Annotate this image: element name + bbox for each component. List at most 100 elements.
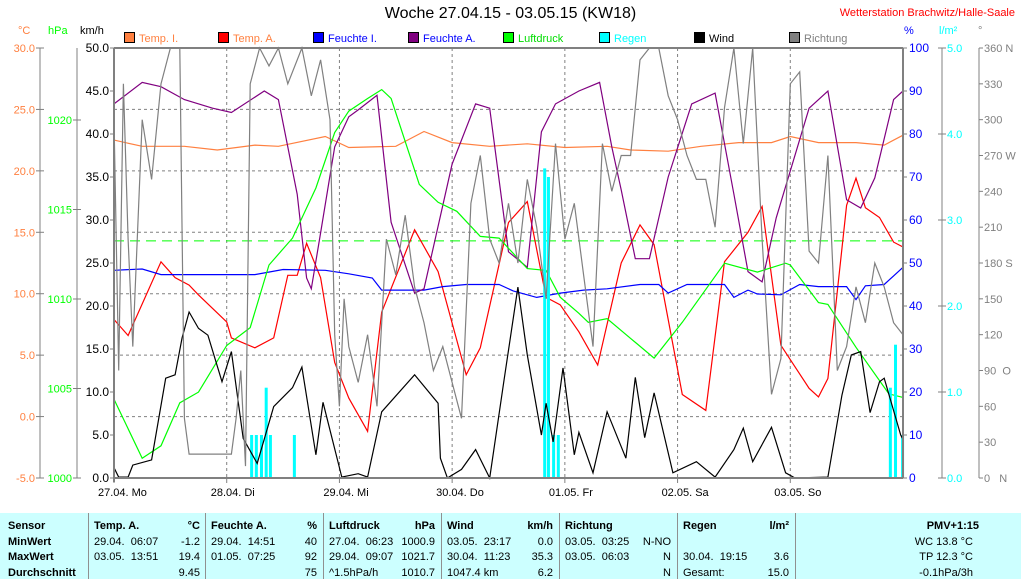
sensor-header: Sensor xyxy=(8,520,46,532)
column-separator xyxy=(677,513,678,579)
rain-bar xyxy=(556,435,560,478)
cell-value: 0.0 xyxy=(537,536,553,548)
pressure-tick-label: 1010 xyxy=(48,294,72,306)
unit-pressure: hPa xyxy=(48,25,68,37)
column-unit: km/h xyxy=(527,520,553,532)
rain-tick-label: 0.0 xyxy=(947,473,962,485)
rain-bar xyxy=(888,387,892,478)
direction-tick-label: 0 N xyxy=(984,473,1007,485)
humidity-tick-label: 10 xyxy=(909,428,923,442)
rain-bar xyxy=(254,435,258,478)
unit-temp: °C xyxy=(18,25,31,37)
rain-bar xyxy=(292,435,296,478)
unit-humidity: % xyxy=(904,25,914,37)
rain-tick-label: 2.0 xyxy=(947,301,962,313)
cell-value: 1010.7 xyxy=(401,567,435,579)
cell-time: 30.04. 11:23 xyxy=(447,551,511,563)
rain-bar xyxy=(552,435,556,478)
x-tick-label: 30.04. Do xyxy=(436,487,484,499)
cell-value: 1021.7 xyxy=(401,551,435,563)
pmv-value: TP 12.3 °C xyxy=(919,551,973,563)
cell-value: 9.45 xyxy=(178,567,200,579)
wind-tick-label: 25.0 xyxy=(86,256,110,270)
cell-value: N-NO xyxy=(642,536,671,548)
legend-label: Feuchte I. xyxy=(328,33,377,45)
column-header: Richtung xyxy=(565,520,613,532)
rain-tick-label: 3.0 xyxy=(947,215,962,227)
pmv-header: PMV+1:15 xyxy=(926,520,979,532)
legend-label: Feuchte A. xyxy=(423,33,476,45)
cell-time: 03.05. 23:17 xyxy=(447,536,512,548)
legend-swatch xyxy=(218,32,229,43)
cell-time: 03.05. 03:25 xyxy=(565,536,630,548)
humidity-tick-label: 20 xyxy=(909,385,923,399)
pressure-tick-label: 1000 xyxy=(48,473,72,485)
cell-time: 1047.4 km xyxy=(447,567,499,579)
row-label: MaxWert xyxy=(8,551,54,563)
wind-tick-label: 15.0 xyxy=(86,342,110,356)
humidity-tick-label: 70 xyxy=(909,170,923,184)
direction-tick-label: 180 S xyxy=(984,258,1013,270)
cell-time: 03.05. 13:51 xyxy=(94,551,159,563)
column-separator xyxy=(323,513,324,579)
pressure-tick-label: 1005 xyxy=(48,384,72,396)
statistics-table: Sensor MinWert MaxWert Durchschnitt Temp. A.… xyxy=(0,513,1021,579)
pressure-tick-label: 1015 xyxy=(48,205,72,217)
direction-tick-label: 270 W xyxy=(984,151,1016,163)
x-tick-label: 27.04. Mo xyxy=(98,487,147,499)
rain-bar xyxy=(894,344,898,478)
column-unit: % xyxy=(307,520,317,532)
direction-tick-label: 30 xyxy=(984,437,996,449)
legend-swatch xyxy=(694,32,705,43)
wind-tick-label: 40.0 xyxy=(86,127,110,141)
x-tick-label: 29.04. Mi xyxy=(323,487,368,499)
humidity-tick-label: 30 xyxy=(909,342,923,356)
column-separator xyxy=(205,513,206,579)
column-unit: l/m² xyxy=(769,520,789,532)
column-header: Wind xyxy=(447,520,474,532)
legend-label: Wind xyxy=(709,33,735,45)
temp-tick-label: 0.0 xyxy=(20,412,35,424)
direction-tick-label: 60 xyxy=(984,401,996,413)
rain-bar xyxy=(268,435,272,478)
column-separator xyxy=(795,513,796,579)
wind-tick-label: 20.0 xyxy=(86,299,110,313)
cell-value: 92 xyxy=(304,551,317,563)
temp-tick-label: 20.0 xyxy=(14,166,35,178)
legend-item: Temp. A. xyxy=(218,32,276,45)
legend-swatch xyxy=(124,32,135,43)
cell-value: 15.0 xyxy=(767,567,789,579)
direction-tick-label: 330 xyxy=(984,79,1002,91)
rain-bar xyxy=(546,177,550,478)
cell-value: 19.4 xyxy=(178,551,200,563)
station-name: Wetterstation Brachwitz/Halle-Saale xyxy=(839,7,1015,19)
cell-value: 3.6 xyxy=(773,551,789,563)
temp-tick-label: -5.0 xyxy=(16,473,35,485)
plot-area xyxy=(114,48,903,478)
pmv-value: -0.1hPa/3h xyxy=(919,567,973,579)
wind-tick-label: 10.0 xyxy=(86,385,110,399)
cell-time: 29.04. 09:07 xyxy=(329,551,394,563)
x-tick-label: 01.05. Fr xyxy=(549,487,593,499)
weather-chart: -5.00.05.010.015.020.025.030.01000100510… xyxy=(14,41,1017,499)
cell-time: 01.05. 07:25 xyxy=(211,551,276,563)
legend-item: Luftdruck xyxy=(503,32,563,45)
rain-bar xyxy=(543,168,547,478)
direction-tick-label: 150 xyxy=(984,294,1002,306)
cell-time: 03.05. 06:03 xyxy=(565,551,630,563)
rain-tick-label: 4.0 xyxy=(947,129,962,141)
column-separator xyxy=(441,513,442,579)
cell-time: 29.04. 06:07 xyxy=(94,536,159,548)
x-tick-label: 28.04. Di xyxy=(211,487,255,499)
legend-swatch xyxy=(408,32,419,43)
direction-tick-label: 240 xyxy=(984,186,1002,198)
rain-tick-label: 1.0 xyxy=(947,387,962,399)
temp-tick-label: 10.0 xyxy=(14,289,35,301)
row-label: Durchschnitt xyxy=(8,567,76,579)
humidity-tick-label: 60 xyxy=(909,213,923,227)
legend-label: Temp. A. xyxy=(233,33,276,45)
chart-title: Woche 27.04.15 - 03.05.15 (KW18) xyxy=(384,5,637,22)
cell-time: Gesamt: xyxy=(683,567,725,579)
column-header: Regen xyxy=(683,520,717,532)
column-unit: hPa xyxy=(414,520,435,532)
